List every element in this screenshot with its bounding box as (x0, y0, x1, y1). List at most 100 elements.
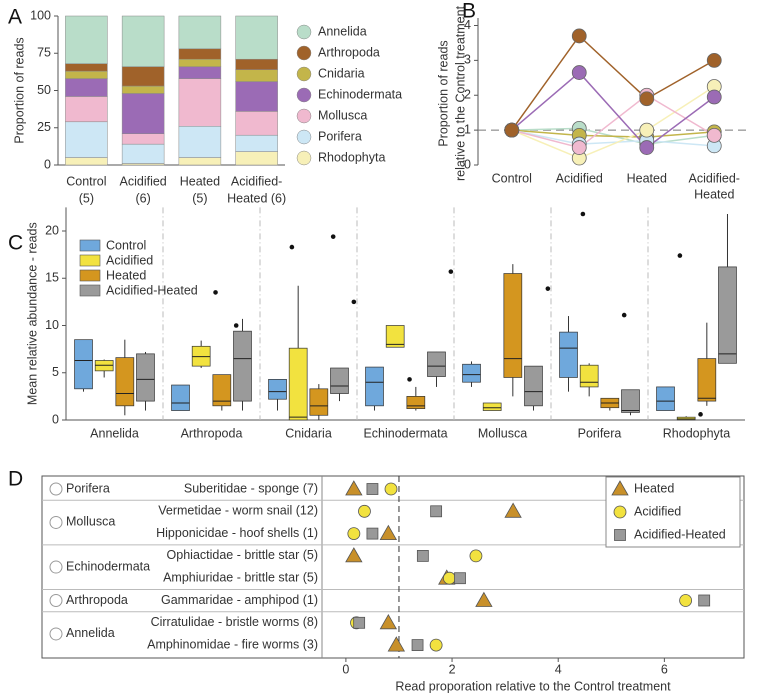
phylum-icon (49, 482, 63, 496)
box (365, 366, 384, 407)
x-tick-label: Mollusca (478, 426, 527, 440)
legend-label: Acidified-Heated (634, 527, 726, 541)
outlier (351, 299, 357, 305)
data-point (639, 122, 655, 138)
panel-label: C (8, 232, 23, 255)
box (621, 389, 640, 413)
marker (379, 524, 398, 540)
x-tick-label: 2 (449, 662, 456, 676)
outlier (330, 234, 336, 239)
box (462, 363, 481, 383)
box (482, 402, 502, 411)
box (579, 364, 599, 388)
y-axis-label: Proportion of reads (12, 37, 26, 143)
x-tick-label: Acidified- (231, 174, 282, 188)
x-tick-label: Arthropoda (181, 426, 243, 440)
y-tick-label: 20 (45, 223, 59, 237)
x-tick-label: Annelida (90, 426, 139, 440)
bar-segment (65, 63, 108, 72)
bar-segment (121, 15, 165, 67)
y-tick-label: 5 (52, 365, 59, 379)
marker (698, 594, 711, 607)
bar-segment (178, 78, 222, 127)
data-point (706, 52, 722, 68)
marker (366, 527, 379, 540)
bar-segment (178, 157, 222, 166)
data-point (706, 127, 722, 143)
legend-label: Heated (106, 268, 146, 282)
outlier (677, 253, 683, 258)
y-tick-label: 25 (37, 120, 51, 134)
x-tick-label: Cnidaria (285, 426, 332, 440)
marker (411, 639, 424, 651)
legend-swatch (296, 24, 312, 40)
x-tick-label: Heated (180, 174, 220, 188)
x-tick-label: Control (66, 174, 106, 188)
series-line (511, 34, 715, 131)
bar-segment (235, 69, 278, 82)
box (233, 330, 252, 402)
series-line (511, 129, 715, 147)
x-axis-label: Read proporation relative to the Control… (395, 679, 671, 693)
y-tick-label: 100 (30, 8, 51, 22)
legend-swatch (296, 108, 312, 124)
data-point (504, 122, 520, 138)
family-label: Amphiuridae - brittle star (5) (163, 570, 318, 584)
family-label: Vermetidae - worm snail (12) (158, 504, 318, 518)
legend-swatch (79, 254, 101, 267)
outlier (407, 377, 412, 382)
x-tick-label: Heated (627, 171, 667, 185)
bar-segment (65, 78, 108, 97)
x-tick-label: (6) (135, 191, 150, 205)
x-tick-label: Echinodermata (363, 426, 447, 440)
phylum-label: Annelida (66, 626, 115, 640)
y-axis-label: Mean relative abundance - reads (25, 222, 39, 405)
outlier (621, 312, 627, 318)
family-label: Hipponicidae - hoof shells (1) (156, 526, 318, 540)
bar-segment (65, 70, 108, 79)
bar-segment (235, 15, 278, 60)
y-axis-label: relative to the Control treatment (453, 5, 467, 181)
marker (613, 505, 627, 519)
box (212, 374, 232, 407)
data-point (639, 91, 655, 107)
box (406, 396, 426, 410)
bar-segment (235, 111, 278, 136)
legend-label: Arthropoda (318, 45, 380, 59)
bar-segment (235, 151, 278, 166)
legend-label: Echinodermata (318, 87, 402, 101)
y-tick-label: 4 (464, 18, 471, 32)
bar-segment (235, 81, 278, 112)
legend-swatch (296, 129, 312, 145)
marker (469, 549, 483, 563)
marker (611, 480, 629, 496)
panel-label: B (462, 0, 476, 23)
family-label: Suberitidae - sponge (7) (184, 481, 318, 495)
legend-swatch (296, 87, 312, 103)
marker (454, 572, 466, 585)
marker (429, 638, 443, 652)
legend-label: Acidified (634, 504, 681, 518)
box (656, 386, 675, 411)
family-label: Ophiactidae - brittle star (5) (167, 548, 318, 562)
panel-label: A (8, 6, 22, 29)
box (288, 347, 308, 421)
legend-swatch (296, 66, 312, 82)
phylum-label: Mollusca (66, 515, 115, 529)
bar-segment (178, 15, 222, 50)
bar-segment (178, 126, 222, 158)
x-tick-label: Heated (6) (227, 191, 286, 205)
legend-label: Acidified (106, 253, 153, 267)
data-point (706, 89, 722, 105)
x-tick-label: Acidified (556, 171, 603, 185)
family-label: Gammaridae - amphipod (1) (161, 593, 318, 607)
y-tick-label: 50 (37, 83, 51, 97)
x-tick-label: Porifera (578, 426, 622, 440)
phylum-label: Echinodermata (66, 559, 150, 573)
family-label: Amphinomidae - fire worms (3) (147, 637, 318, 651)
y-axis-label: Proportion of reads (436, 40, 450, 146)
data-point (571, 140, 587, 155)
box (718, 266, 737, 364)
bar-segment (121, 66, 165, 87)
